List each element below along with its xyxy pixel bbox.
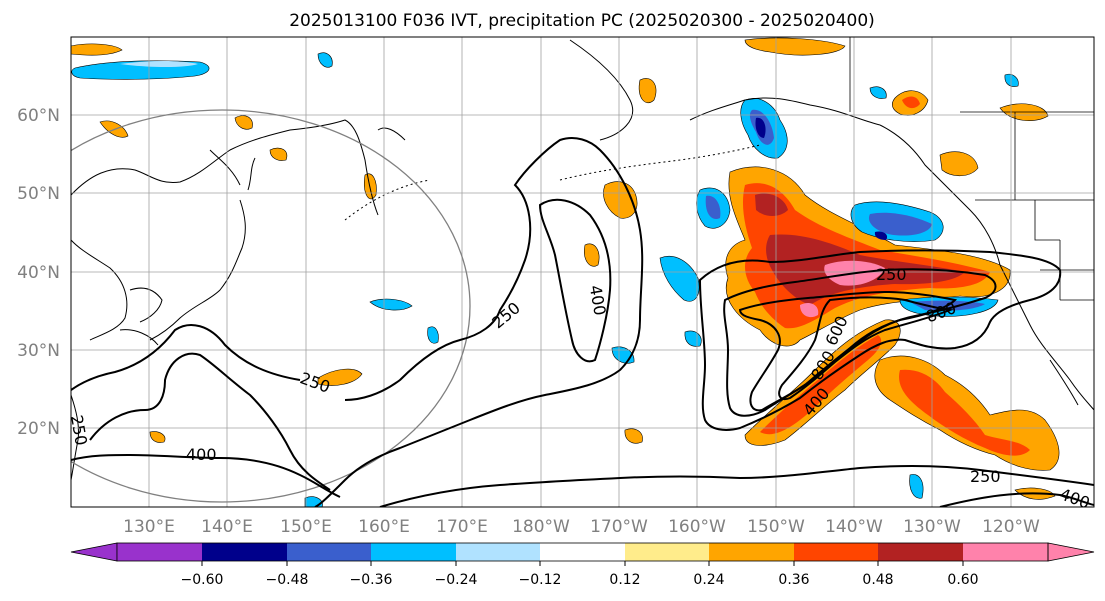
precip-blue-top2 — [317, 52, 333, 68]
ivt-contour-800-east — [778, 296, 954, 401]
colorbar-bin — [456, 543, 540, 561]
contour-label: 400 — [186, 445, 217, 464]
ivt-contours — [71, 137, 1094, 507]
lon-label: 120°W — [982, 517, 1040, 537]
colorbar-bin — [709, 543, 794, 561]
lat-label: 60°N — [17, 106, 60, 126]
lon-label: 150°W — [747, 517, 805, 537]
precip-blue-west2 — [427, 326, 439, 344]
colorbar-ticklabels: −0.60 −0.48 −0.36 −0.24 −0.12 0.12 0.24 … — [181, 572, 979, 588]
colorbar-tick-label: −0.12 — [519, 572, 562, 588]
colorbar-tick-label: −0.24 — [435, 572, 478, 588]
lon-labels: 130°E 140°E 150°E 160°E 170°E 180°W 170°… — [123, 517, 1040, 537]
coastlines — [71, 39, 1094, 481]
colorbar-tick-label: 0.60 — [947, 572, 978, 588]
precip-darkred-blob — [755, 193, 788, 216]
contour-label: 250 — [970, 467, 1001, 486]
map-frame — [70, 36, 1095, 508]
lon-label: 170°W — [590, 517, 648, 537]
lon-label: 160°W — [668, 517, 726, 537]
lat-label: 20°N — [17, 419, 60, 439]
lat-label: 30°N — [17, 341, 60, 361]
japan-coastline — [149, 149, 256, 341]
lat-label: 50°N — [17, 184, 60, 204]
precip-royalblue-gulf — [868, 212, 932, 236]
precip-orange-sw2 — [149, 431, 166, 443]
colorbar-bin — [963, 543, 1048, 561]
korea-coastline — [119, 287, 163, 346]
lon-label: 140°W — [825, 517, 883, 537]
range-circle — [71, 109, 471, 503]
ivt-contour-250-south — [379, 464, 1094, 507]
colorbar-bin — [540, 543, 625, 561]
lon-label: 170°E — [436, 517, 488, 537]
lon-label: 160°E — [358, 517, 410, 537]
ivt-contour-400-south — [939, 492, 1094, 507]
contour-label: 250 — [67, 414, 91, 447]
colorbar-tick-label: 0.36 — [778, 572, 809, 588]
lon-label: 130°E — [123, 517, 175, 537]
precip-navy-gulf — [874, 231, 888, 240]
colorbar-bin — [371, 543, 456, 561]
ivt-contour-400-mid — [538, 198, 612, 363]
precip-pink-small — [800, 303, 819, 318]
ivt-contour-600-east — [738, 290, 958, 412]
colorbar: −0.60 −0.48 −0.36 −0.24 −0.12 0.12 0.24 … — [70, 542, 1095, 588]
asia-coastline — [71, 119, 406, 481]
colorbar-tick-label: −0.36 — [350, 572, 393, 588]
lon-label: 130°W — [903, 517, 961, 537]
us-state-1 — [1034, 200, 1060, 241]
ivt-contour-250-east — [698, 249, 1062, 431]
colorbar-frame — [116, 542, 1049, 562]
gridlines — [71, 37, 1094, 507]
map-title: 2025013100 F036 IVT, precipitation PC (2… — [289, 11, 875, 31]
colorbar-tick-label: 0.24 — [693, 572, 724, 588]
na-coastline — [879, 124, 1094, 411]
precip-orange-west3 — [234, 115, 253, 130]
precip-blue-canada — [869, 86, 887, 99]
borders — [849, 37, 1094, 301]
precip-orange-mid2 — [584, 243, 600, 267]
precip-blue-bottom — [909, 474, 924, 499]
aleutian-islands — [344, 144, 761, 221]
colorbar-under-arrow — [70, 542, 118, 562]
colorbar-bin — [202, 543, 287, 561]
precip-lightblue-topleft — [120, 61, 198, 67]
precip-orange-aleutian — [638, 78, 657, 104]
lat-label: 40°N — [17, 263, 60, 283]
colorbar-tick-label: 0.12 — [609, 572, 640, 588]
lat-labels: 60°N 50°N 40°N 30°N 20°N — [17, 106, 60, 439]
precip-orange-west4 — [269, 147, 288, 161]
colorbar-tick-label: −0.48 — [266, 572, 309, 588]
precip-orange-sw1 — [624, 428, 643, 444]
colorbar-bin — [794, 543, 878, 561]
colorbar-over-arrow — [1047, 542, 1095, 562]
colorbar-bin — [625, 543, 709, 561]
precip-orange-topleft — [71, 43, 123, 56]
colorbar-tickmarks — [201, 561, 964, 566]
colorbar-tick-label: 0.48 — [862, 572, 893, 588]
ivt-contour-400-west — [71, 352, 341, 498]
ivt-contour-250-west — [71, 137, 644, 507]
precip-orange-gulf — [939, 151, 979, 177]
colorbar-bin — [117, 543, 202, 561]
precip-royalblue-west-gulf — [705, 195, 721, 220]
precip-orange-top — [744, 37, 846, 56]
lon-label: 180°W — [512, 517, 570, 537]
precip-navy-alaska — [755, 117, 766, 138]
lon-label: 140°E — [201, 517, 253, 537]
contour-label: 250 — [876, 265, 907, 284]
map-content: 250 400 250 400 250 400 600 800 800 250 … — [67, 37, 1094, 507]
colorbar-tick-label: −0.60 — [181, 572, 224, 588]
baja-coastline — [1049, 359, 1079, 406]
colorbar-bin — [878, 543, 963, 561]
precip-orange-west1 — [317, 368, 363, 386]
lon-label: 150°E — [280, 517, 332, 537]
precip-red-canada — [902, 96, 920, 109]
alaska-coastline — [569, 39, 881, 141]
colorbar-bin — [287, 543, 371, 561]
